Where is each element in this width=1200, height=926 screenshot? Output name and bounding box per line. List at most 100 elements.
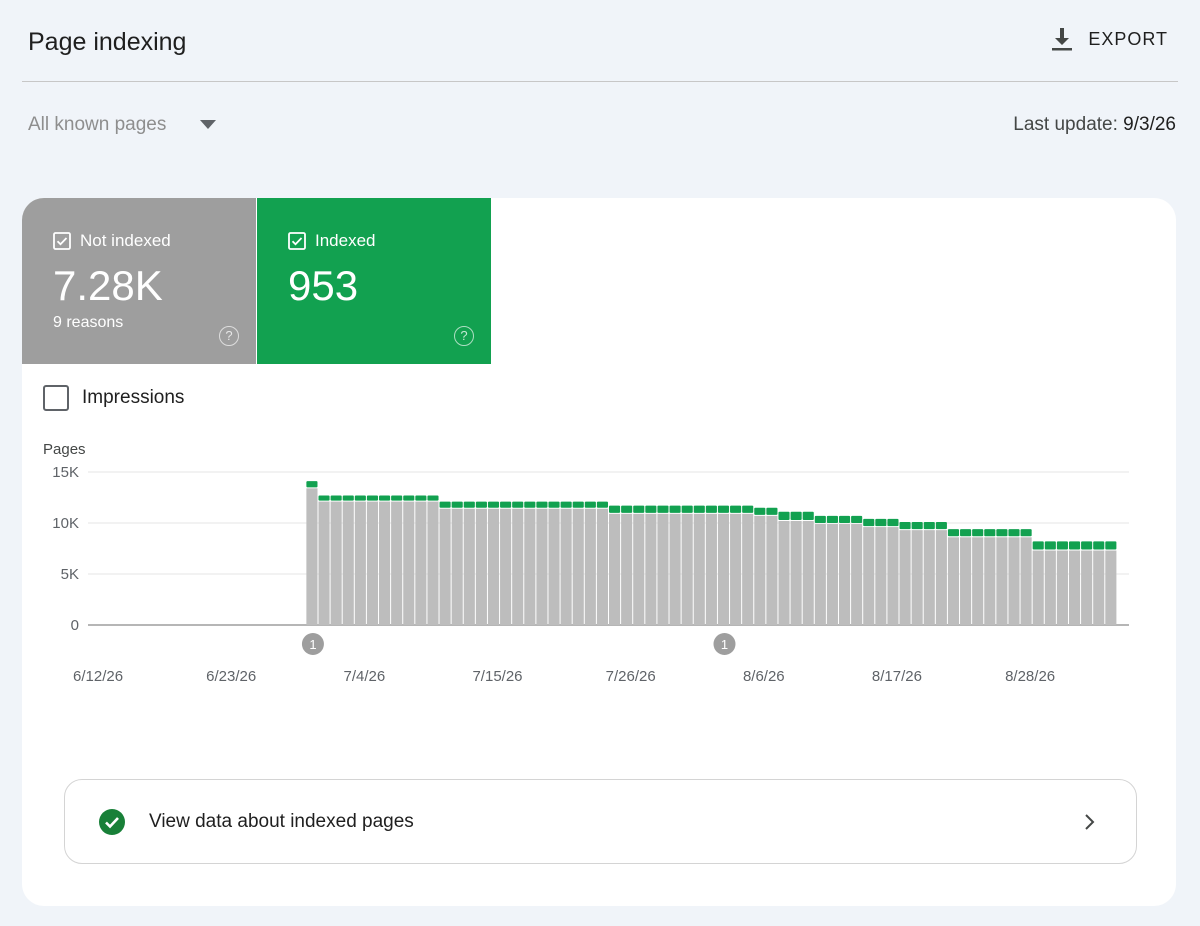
indexed-tile[interactable]: Indexed 953 ? xyxy=(257,198,491,364)
bar-indexed xyxy=(657,505,669,513)
bar-indexed xyxy=(463,501,475,508)
not-indexed-count: 7.28K xyxy=(53,262,163,309)
impressions-checkbox[interactable] xyxy=(43,385,69,411)
view-indexed-data-link[interactable]: View data about indexed pages xyxy=(64,779,1137,864)
help-icon[interactable]: ? xyxy=(219,326,239,346)
bar-indexed xyxy=(330,495,342,501)
bar-indexed xyxy=(475,501,487,508)
bar-indexed xyxy=(596,501,608,508)
bar-indexed xyxy=(572,501,584,508)
bar-indexed xyxy=(621,505,633,513)
bar-indexed xyxy=(1044,541,1056,550)
bar-not-indexed xyxy=(766,515,778,625)
bar-not-indexed xyxy=(596,508,608,625)
bar-not-indexed xyxy=(330,501,342,625)
bar-indexed xyxy=(923,521,935,530)
last-update-value: 9/3/26 xyxy=(1123,114,1176,135)
bar-not-indexed xyxy=(972,537,984,625)
bar-indexed xyxy=(1020,529,1032,537)
bar-not-indexed xyxy=(415,501,427,625)
bar-indexed xyxy=(802,511,814,520)
bar-not-indexed xyxy=(487,508,500,625)
bar-not-indexed xyxy=(996,537,1008,625)
bar-indexed xyxy=(584,501,596,508)
bar-not-indexed xyxy=(693,513,705,625)
annotation-label: 1 xyxy=(309,637,316,652)
bar-not-indexed xyxy=(500,508,512,625)
bar-indexed xyxy=(693,505,705,513)
bar-not-indexed xyxy=(536,508,548,625)
bar-not-indexed xyxy=(826,524,838,625)
bar-indexed xyxy=(536,501,548,508)
bar-not-indexed xyxy=(851,524,863,625)
bar-indexed xyxy=(1056,541,1068,550)
bar-not-indexed xyxy=(863,527,875,625)
bar-not-indexed xyxy=(584,508,596,625)
bar-indexed xyxy=(972,529,984,537)
export-label: EXPORT xyxy=(1088,28,1168,49)
bar-not-indexed xyxy=(802,520,814,625)
bar-not-indexed xyxy=(524,508,536,625)
not-indexed-tile[interactable]: Not indexed 7.28K 9 reasons ? xyxy=(22,198,256,364)
bar-indexed xyxy=(996,529,1008,537)
x-tick-label: 8/6/26 xyxy=(743,668,785,685)
bar-not-indexed xyxy=(754,515,766,625)
bar-indexed xyxy=(826,515,838,524)
bar-not-indexed xyxy=(379,501,391,625)
bar-indexed xyxy=(681,505,693,513)
bar-not-indexed xyxy=(609,513,621,625)
bar-not-indexed xyxy=(899,530,911,625)
bar-indexed xyxy=(790,511,802,520)
bar-indexed xyxy=(705,505,717,513)
bar-not-indexed xyxy=(572,508,584,625)
impressions-label: Impressions xyxy=(82,387,185,408)
bar-not-indexed xyxy=(911,530,923,625)
x-tick-label: 8/28/26 xyxy=(1005,668,1055,685)
bar-indexed xyxy=(391,495,403,501)
bar-not-indexed xyxy=(1032,550,1044,625)
checkbox-checked-icon xyxy=(53,232,71,250)
bar-indexed xyxy=(379,495,391,501)
bar-indexed xyxy=(427,495,439,501)
bar-not-indexed xyxy=(705,513,717,625)
y-tick-label: 10K xyxy=(52,515,79,532)
bar-not-indexed xyxy=(512,508,524,625)
bar-indexed xyxy=(306,481,318,488)
bar-not-indexed xyxy=(621,513,633,625)
bar-not-indexed xyxy=(984,537,996,625)
bar-indexed xyxy=(512,501,524,508)
bar-not-indexed xyxy=(814,524,826,625)
x-tick-label: 6/23/26 xyxy=(206,668,256,685)
bar-indexed xyxy=(1081,541,1093,550)
impressions-toggle[interactable]: Impressions xyxy=(43,385,184,411)
bar-not-indexed xyxy=(366,501,379,625)
x-tick-label: 8/17/26 xyxy=(872,668,922,685)
bar-not-indexed xyxy=(1093,550,1105,625)
last-update-label: Last update: xyxy=(1013,114,1118,135)
bar-not-indexed xyxy=(947,537,960,625)
bar-not-indexed xyxy=(318,501,330,625)
bar-indexed xyxy=(984,529,996,537)
bar-not-indexed xyxy=(669,513,681,625)
x-tick-label: 7/4/26 xyxy=(343,668,385,685)
help-icon[interactable]: ? xyxy=(454,326,474,346)
bar-indexed xyxy=(342,495,354,501)
bar-not-indexed xyxy=(342,501,354,625)
bar-not-indexed xyxy=(657,513,669,625)
view-data-label: View data about indexed pages xyxy=(149,810,414,832)
bar-indexed xyxy=(1068,541,1081,550)
download-icon xyxy=(1052,28,1073,51)
bar-indexed xyxy=(633,505,645,513)
bar-indexed xyxy=(548,501,560,508)
bar-indexed xyxy=(899,521,911,530)
bar-indexed xyxy=(609,505,621,513)
y-tick-label: 5K xyxy=(61,566,79,583)
bar-indexed xyxy=(1032,541,1044,550)
bar-not-indexed xyxy=(548,508,560,625)
pages-filter-dropdown[interactable]: All known pages xyxy=(28,114,217,136)
bar-not-indexed xyxy=(439,508,451,625)
bar-indexed xyxy=(935,521,947,530)
bar-not-indexed xyxy=(306,488,318,625)
bar-not-indexed xyxy=(633,513,645,625)
export-button[interactable]: EXPORT xyxy=(1050,26,1168,52)
